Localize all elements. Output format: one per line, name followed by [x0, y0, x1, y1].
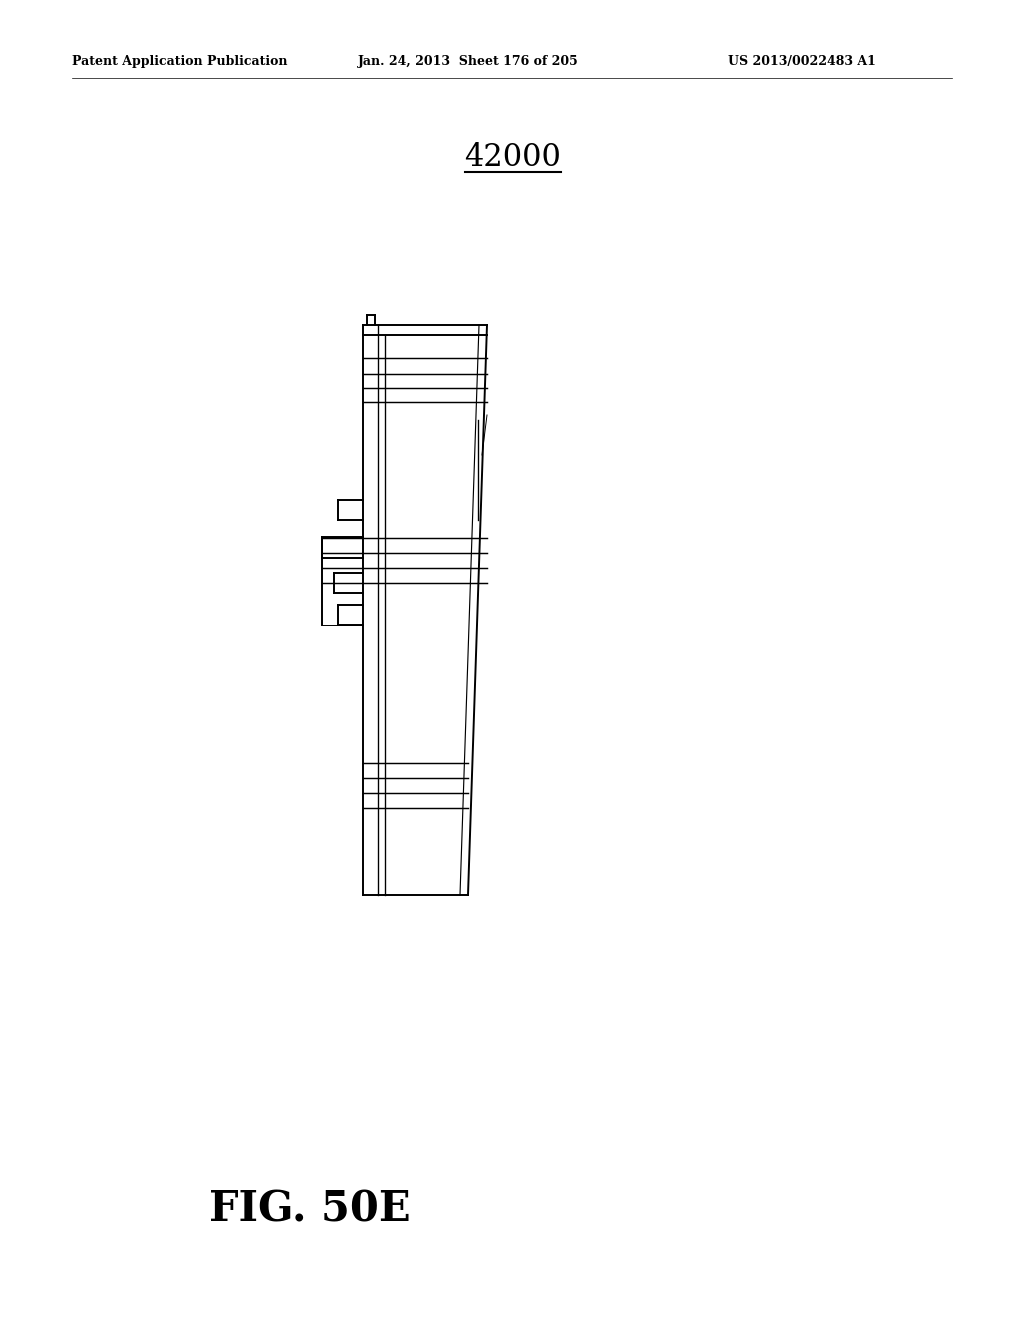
Text: Jan. 24, 2013  Sheet 176 of 205: Jan. 24, 2013 Sheet 176 of 205	[358, 55, 579, 69]
Text: 42000: 42000	[465, 143, 561, 173]
Text: FIG. 50E: FIG. 50E	[209, 1189, 411, 1232]
Text: US 2013/0022483 A1: US 2013/0022483 A1	[728, 55, 876, 69]
Text: Patent Application Publication: Patent Application Publication	[72, 55, 288, 69]
